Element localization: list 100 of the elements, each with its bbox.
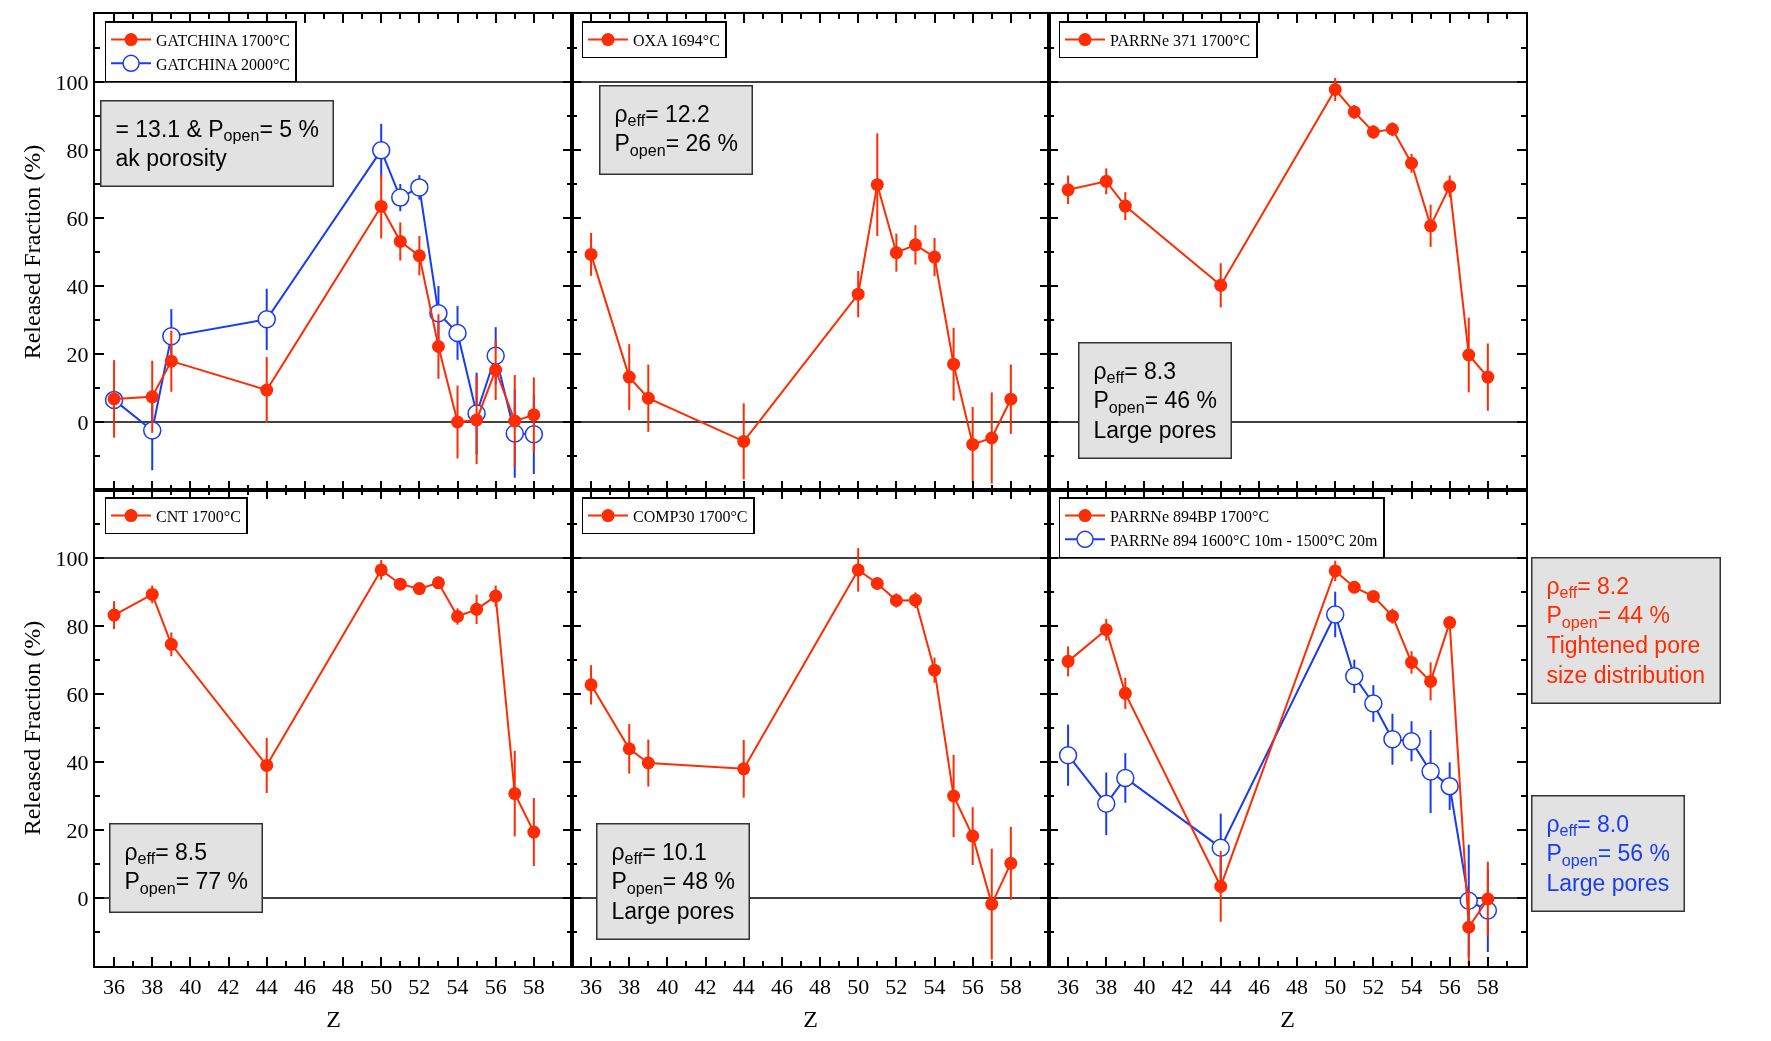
y-tick-label: 20	[66, 817, 89, 843]
legend-label: COMP30 1700°C	[633, 507, 748, 525]
x-tick-label: 36	[103, 974, 126, 1000]
x-tick-label: 50	[1324, 974, 1347, 1000]
x-tick-label: 50	[847, 974, 870, 1000]
legend-label: PARRNe 894BP 1700°C	[1110, 507, 1270, 525]
point	[1214, 879, 1228, 893]
annotation: ρ$_{eff}$= 8.3 P$_{open}$= 46 % Large pores	[1093, 357, 1217, 444]
point	[527, 408, 541, 422]
point	[393, 577, 407, 591]
point	[966, 829, 980, 843]
point	[489, 363, 503, 377]
point	[107, 608, 121, 622]
y-tick-label: 60	[66, 205, 89, 231]
point	[1058, 745, 1078, 765]
point	[257, 310, 276, 329]
point	[870, 178, 884, 192]
point	[1443, 616, 1457, 630]
x-tick-label: 42	[694, 974, 717, 1000]
point	[1481, 892, 1495, 906]
point	[1443, 179, 1457, 193]
x-tick-label: 44	[1209, 974, 1232, 1000]
point	[928, 250, 942, 264]
point	[1061, 183, 1075, 197]
point	[1061, 654, 1075, 668]
x-tick-label: 50	[370, 974, 393, 1000]
point	[1347, 105, 1361, 119]
point	[851, 287, 865, 301]
point	[508, 414, 522, 428]
point	[1462, 920, 1476, 934]
legend-label: OXA 1694°C	[633, 31, 720, 49]
legend-label: GATCHINA 2000°C	[156, 55, 291, 73]
point	[1440, 776, 1459, 796]
point	[260, 383, 274, 397]
point	[470, 413, 484, 427]
point	[1214, 278, 1228, 292]
y-tick-label: 80	[66, 613, 89, 639]
x-tick-label: 54	[1400, 974, 1423, 1000]
point	[412, 582, 426, 596]
x-tick-label: 40	[656, 974, 679, 1000]
point	[431, 340, 445, 354]
point	[412, 249, 426, 263]
point	[908, 238, 922, 252]
y-tick-label: 80	[66, 137, 89, 163]
point	[1211, 838, 1230, 857]
x-tick-label: 38	[141, 974, 164, 1000]
x-tick-label: 48	[1286, 974, 1309, 1000]
text: ρ$_{eff}$= 8.2 P$_{open}$= 44 % Tightened pore size distribution	[1546, 572, 1706, 689]
point	[371, 141, 391, 160]
point	[1097, 794, 1116, 814]
point	[1405, 156, 1419, 170]
point	[908, 593, 922, 607]
point	[641, 756, 655, 770]
point	[508, 787, 522, 801]
point	[889, 246, 903, 260]
x-tick-label: 58	[1476, 974, 1499, 1000]
x-tick-label: 40	[1133, 974, 1156, 1000]
point	[584, 678, 598, 692]
x-tick-label: 46	[770, 974, 793, 1000]
x-tick-label: 52	[1362, 974, 1385, 1000]
point	[410, 178, 429, 197]
point	[1345, 667, 1364, 686]
point	[947, 789, 961, 803]
x-axis-title: Z	[1280, 1006, 1295, 1033]
point	[947, 357, 961, 371]
x-tick-label: 44	[255, 974, 278, 1000]
point	[260, 758, 274, 772]
x-tick-label: 46	[1247, 974, 1270, 1000]
point	[1347, 580, 1361, 594]
point	[1118, 199, 1132, 213]
x-tick-label: 56	[484, 974, 507, 1000]
x-tick-label: 54	[446, 974, 469, 1000]
legend-label: PARRNe 894 1600°C 10m - 1500°C 20m	[1110, 531, 1378, 549]
point	[1364, 694, 1383, 713]
x-tick-label: 56	[961, 974, 984, 1000]
x-tick-label: 36	[1057, 974, 1080, 1000]
point	[527, 825, 541, 839]
point	[622, 370, 636, 384]
y-tick-label: 0	[77, 885, 89, 911]
point	[1481, 370, 1495, 384]
point	[145, 587, 159, 601]
point	[928, 663, 942, 677]
point	[985, 897, 999, 911]
x-tick-label: 44	[732, 974, 755, 1000]
point	[1366, 589, 1380, 603]
point	[1383, 729, 1402, 749]
x-tick-label: 56	[1438, 974, 1461, 1000]
y-tick-label: 60	[66, 681, 89, 707]
point	[470, 602, 484, 616]
x-tick-label: 58	[522, 974, 545, 1000]
y-tick-label: 100	[55, 545, 89, 571]
x-tick-label: 58	[999, 974, 1022, 1000]
point	[145, 390, 159, 404]
text: ρ$_{eff}$= 8.0 P$_{open}$= 56 % Large pores	[1546, 810, 1670, 897]
point	[391, 188, 410, 207]
point	[374, 563, 388, 577]
point	[985, 431, 999, 445]
point	[1099, 174, 1113, 188]
point	[374, 199, 388, 213]
point	[1385, 609, 1399, 623]
